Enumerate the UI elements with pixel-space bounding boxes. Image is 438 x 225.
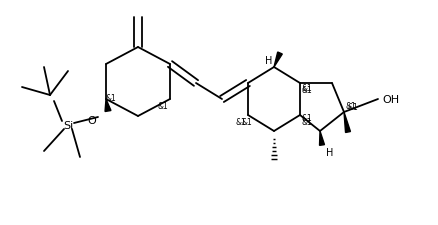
Text: &1: &1 — [348, 103, 359, 112]
Text: &1: &1 — [302, 113, 313, 122]
Text: &1: &1 — [346, 101, 357, 110]
Polygon shape — [320, 131, 325, 146]
Text: &1: &1 — [302, 117, 313, 126]
Text: &1: &1 — [302, 84, 313, 93]
Text: &1: &1 — [105, 94, 116, 103]
Text: H: H — [265, 56, 272, 66]
Text: OH: OH — [382, 94, 399, 105]
Text: &1: &1 — [241, 117, 252, 126]
Polygon shape — [344, 112, 350, 133]
Text: O: O — [88, 115, 96, 126]
Text: H: H — [326, 147, 333, 157]
Polygon shape — [105, 99, 111, 112]
Text: Si: Si — [63, 120, 73, 130]
Text: &1: &1 — [235, 117, 246, 126]
Text: &1: &1 — [157, 101, 168, 110]
Polygon shape — [274, 53, 283, 68]
Text: &1: &1 — [302, 86, 313, 94]
